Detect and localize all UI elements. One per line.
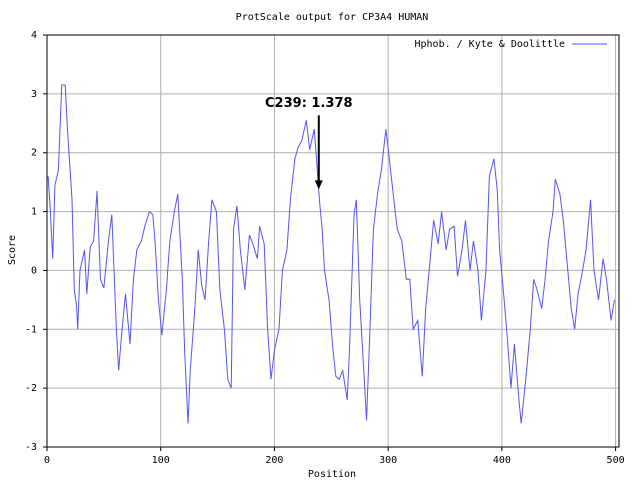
annotation-arrowhead bbox=[314, 180, 323, 190]
y-tick-label: 4 bbox=[31, 30, 37, 41]
y-tick-label: 1 bbox=[31, 207, 37, 218]
y-tick-label: -3 bbox=[25, 442, 37, 453]
x-tick-label: 300 bbox=[379, 455, 397, 466]
x-tick-label: 200 bbox=[265, 455, 283, 466]
x-tick-label: 500 bbox=[607, 455, 625, 466]
y-tick-label: -2 bbox=[25, 383, 37, 394]
plot-frame bbox=[46, 34, 620, 448]
y-tick-label: -1 bbox=[25, 324, 37, 335]
y-axis-label: Score bbox=[7, 235, 18, 265]
data-line bbox=[47, 84, 615, 424]
x-tick-label: 100 bbox=[152, 455, 170, 466]
annotation-label: C239: 1.378 bbox=[265, 96, 353, 111]
x-tick-label: 400 bbox=[493, 455, 511, 466]
y-tick-label: 0 bbox=[31, 265, 37, 276]
y-tick-label: 3 bbox=[31, 89, 37, 100]
y-tick-label: 2 bbox=[31, 148, 37, 159]
chart-title: ProtScale output for CP3A4 HUMAN bbox=[236, 12, 429, 23]
x-axis-label: Position bbox=[308, 469, 356, 480]
x-tick-label: 0 bbox=[44, 455, 50, 466]
legend-label: Hphob. / Kyte & Doolittle bbox=[414, 39, 565, 50]
